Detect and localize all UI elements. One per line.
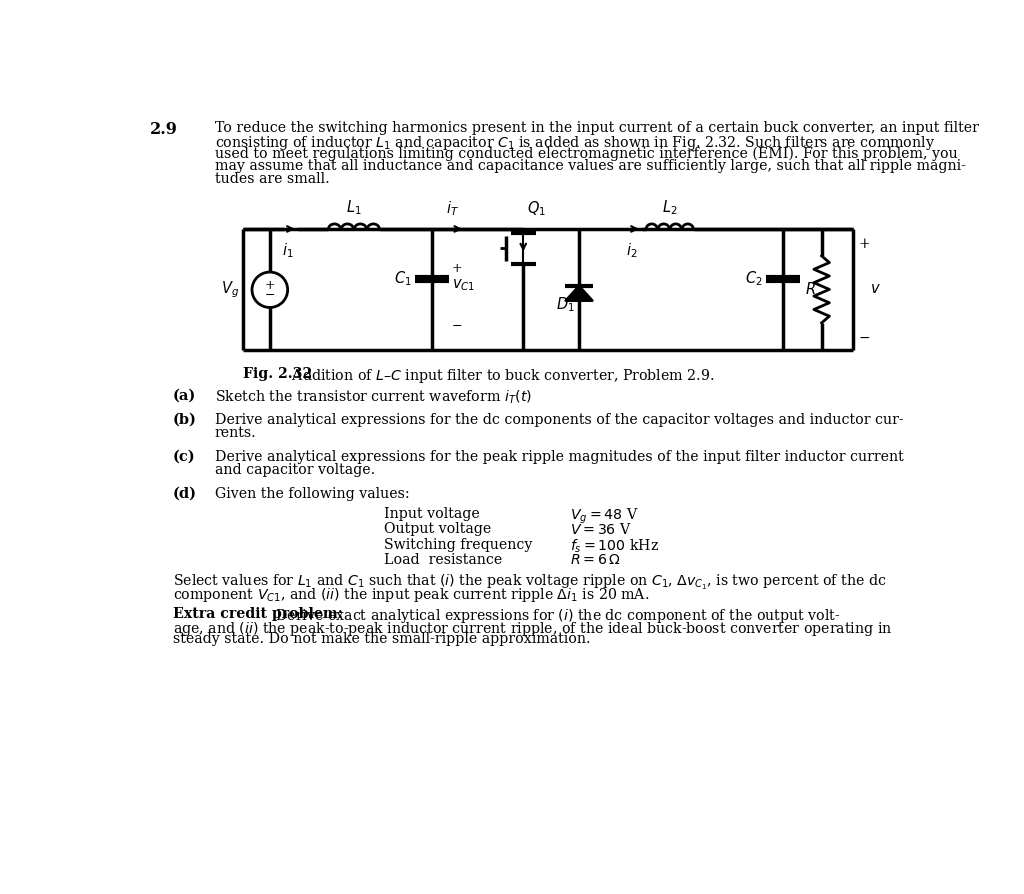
Text: $Q_1$: $Q_1$: [527, 199, 546, 218]
Text: Derive analytical expressions for the peak ripple magnitudes of the input filter: Derive analytical expressions for the pe…: [215, 450, 903, 464]
Text: −: −: [859, 332, 870, 345]
Text: Sketch the transistor current waveform $i_T(t)$: Sketch the transistor current waveform $…: [215, 388, 531, 406]
Text: Input voltage: Input voltage: [384, 507, 479, 521]
Text: $V_g$: $V_g$: [221, 280, 239, 300]
Text: used to meet regulations limiting conducted electromagnetic interference (EMI). : used to meet regulations limiting conduc…: [215, 147, 957, 161]
Text: $v_{C1}$: $v_{C1}$: [452, 277, 475, 293]
Text: Extra credit problem:: Extra credit problem:: [173, 607, 343, 621]
Text: (d): (d): [173, 487, 197, 501]
Text: Load  resistance: Load resistance: [384, 553, 502, 567]
Text: (b): (b): [173, 413, 197, 427]
Text: Select values for $L_1$ and $C_1$ such that $(i)$ the peak voltage ripple on $C_: Select values for $L_1$ and $C_1$ such t…: [173, 573, 887, 592]
Text: (a): (a): [173, 388, 197, 402]
Text: $f_s = 100$ kHz: $f_s = 100$ kHz: [569, 537, 658, 555]
Text: may assume that all inductance and capacitance values are sufficiently large, su: may assume that all inductance and capac…: [215, 159, 966, 173]
Text: component $V_{C1}$, and $(ii)$ the input peak current ripple $\Delta i_1$ is 20 : component $V_{C1}$, and $(ii)$ the input…: [173, 586, 649, 603]
Text: +: +: [264, 279, 275, 291]
Text: steady state. Do not make the small-ripple approximation.: steady state. Do not make the small-ripp…: [173, 632, 591, 646]
Text: Output voltage: Output voltage: [384, 522, 490, 536]
Text: $C_2$: $C_2$: [745, 270, 763, 289]
Text: $L_1$: $L_1$: [346, 198, 361, 217]
Text: rents.: rents.: [215, 426, 257, 440]
Text: $V = 36$ V: $V = 36$ V: [569, 522, 632, 537]
Polygon shape: [565, 285, 593, 301]
Text: Derive exact analytical expressions for $(i)$ the dc component of the output vol: Derive exact analytical expressions for …: [271, 607, 841, 625]
Text: −: −: [452, 320, 463, 333]
Text: To reduce the switching harmonics present in the input current of a certain buck: To reduce the switching harmonics presen…: [215, 122, 979, 135]
Text: −: −: [264, 289, 275, 301]
Text: and capacitor voltage.: and capacitor voltage.: [215, 462, 375, 477]
Text: $v$: $v$: [869, 283, 881, 297]
Text: $R$: $R$: [805, 282, 815, 298]
Text: Addition of $L$–$C$ input filter to buck converter, Problem 2.9.: Addition of $L$–$C$ input filter to buck…: [283, 367, 715, 384]
Text: +: +: [452, 263, 463, 275]
Text: $V_g = 48$ V: $V_g = 48$ V: [569, 507, 638, 527]
Text: $C_1$: $C_1$: [394, 270, 412, 289]
Text: +: +: [859, 237, 870, 251]
Text: Fig. 2.32: Fig. 2.32: [243, 367, 312, 381]
Text: age, and $(ii)$ the peak-to-peak inductor current ripple, of the ideal buck-boos: age, and $(ii)$ the peak-to-peak inducto…: [173, 620, 892, 637]
Text: Derive analytical expressions for the dc components of the capacitor voltages an: Derive analytical expressions for the dc…: [215, 413, 903, 427]
Text: 2.9: 2.9: [150, 122, 177, 139]
Text: (c): (c): [173, 450, 196, 464]
Text: tudes are small.: tudes are small.: [215, 172, 330, 186]
Text: $D_1$: $D_1$: [556, 295, 575, 314]
Text: consisting of inductor $L_1$ and capacitor $C_1$ is added as shown in Fig. 2.32.: consisting of inductor $L_1$ and capacit…: [215, 134, 935, 152]
Text: Switching frequency: Switching frequency: [384, 537, 532, 552]
Text: Given the following values:: Given the following values:: [215, 487, 410, 501]
Text: $i_T$: $i_T$: [446, 199, 459, 218]
Text: $i_2$: $i_2$: [626, 241, 638, 260]
Text: $i_1$: $i_1$: [282, 241, 294, 260]
Text: $R = 6\,\Omega$: $R = 6\,\Omega$: [569, 553, 621, 567]
Text: $L_2$: $L_2$: [662, 198, 678, 217]
